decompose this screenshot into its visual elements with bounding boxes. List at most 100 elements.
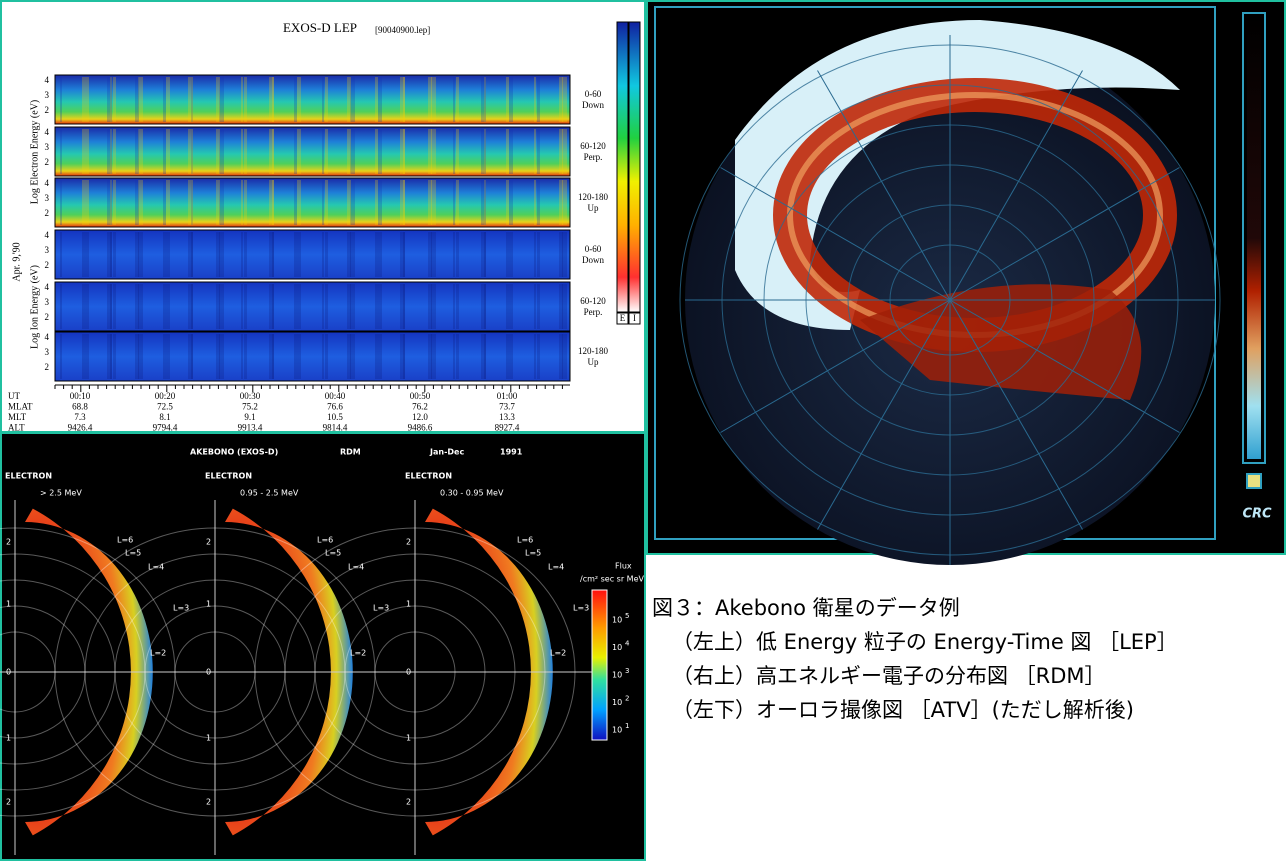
l-shell-label: L=6 (317, 536, 333, 545)
atv-marker (1247, 474, 1261, 488)
spectrogram-streak (481, 232, 486, 277)
spectrogram-streak (85, 180, 89, 225)
spectrogram-streak (322, 77, 324, 122)
row-label: MLAT (8, 402, 33, 412)
spectrogram-streak (537, 334, 540, 379)
row-value: 00:50 (410, 391, 431, 401)
spectrogram-streak (506, 180, 509, 225)
electron-axis-label: Log Electron Energy (eV) (29, 100, 40, 205)
energy-tick-label: 2 (45, 157, 50, 167)
spectrogram-streak (85, 232, 89, 277)
spectrogram-streak (107, 77, 112, 122)
spectrogram-streak (325, 77, 328, 122)
spectrogram-streak (163, 129, 166, 174)
spectrogram-streak (163, 77, 166, 122)
spectrogram-streak (428, 334, 432, 379)
spectrogram-streak (107, 129, 112, 174)
spectrogram-streak (244, 284, 247, 329)
flux-label-base: 10 (612, 698, 622, 707)
spectrogram-streak (297, 129, 301, 174)
spectrogram-streak (559, 284, 563, 329)
rdm-header: AKEBONO (EXOS-D) (190, 448, 278, 457)
spectrogram-streak (534, 129, 536, 174)
spectrogram-streak (297, 232, 301, 277)
spectrogram-streak (428, 180, 432, 225)
spectrogram-streak (82, 77, 85, 122)
row-value: 8927.4 (495, 423, 520, 433)
spectrogram-streak (428, 77, 432, 122)
energy-tick-label: 4 (45, 75, 50, 85)
spectrogram-streak (216, 334, 220, 379)
spectrogram-streak (537, 284, 540, 329)
spectrogram-streak (107, 284, 112, 329)
colorbar-label: E (620, 313, 626, 323)
colorbar (629, 22, 640, 312)
y-label: 2 (206, 538, 211, 547)
spectrogram-streak (107, 180, 112, 225)
spectrogram-streak (244, 180, 247, 225)
spectrogram-streak (506, 232, 509, 277)
spectrogram-streak (135, 284, 139, 329)
spectrogram-streak (537, 180, 540, 225)
channel-label: Perp. (584, 307, 603, 317)
row-value: 13.3 (499, 412, 515, 422)
flux-label-exp: 5 (625, 612, 629, 620)
spectrogram-streak (241, 334, 243, 379)
spectrogram-streak (60, 180, 62, 225)
row-value: 00:10 (70, 391, 91, 401)
l-shell-label: L=5 (125, 549, 141, 558)
row-value: 73.7 (499, 402, 515, 412)
caption-line: （左下）オーロラ撮像図 ［ATV］(ただし解析後) (672, 698, 1134, 722)
flux-label-base: 10 (612, 726, 622, 735)
spectrogram-streak (297, 77, 301, 122)
spectrogram-streak (113, 284, 116, 329)
atv-colorbar (1247, 17, 1261, 459)
channel-label: Down (582, 100, 604, 110)
spectrogram-streak (347, 180, 351, 225)
channel-label: 60-120 (580, 296, 606, 306)
spectrogram-streak (325, 232, 328, 277)
spectrogram-streak (269, 129, 274, 174)
energy-tick-label: 3 (45, 193, 50, 203)
spectrogram-streak (481, 180, 486, 225)
energy-range: 0.30 - 0.95 MeV (440, 489, 504, 498)
flux-label-base: 10 (612, 643, 622, 652)
spectrogram-streak (82, 284, 85, 329)
spectrogram-streak (534, 77, 536, 122)
spectrogram-streak (537, 77, 540, 122)
spectrogram-streak (241, 232, 243, 277)
spectrogram-streak (506, 334, 509, 379)
energy-tick-label: 4 (45, 332, 50, 342)
spectrogram-streak (60, 129, 62, 174)
energy-tick-label: 2 (45, 208, 50, 218)
channel-label: Down (582, 255, 604, 265)
spectrogram-streak (297, 284, 301, 329)
row-value: 76.2 (412, 402, 428, 412)
spectrogram-streak (188, 334, 193, 379)
spectrogram-streak (82, 180, 85, 225)
channel-label: 120-180 (578, 346, 608, 356)
spectrogram-streak (60, 232, 62, 277)
spectrogram-streak (166, 180, 170, 225)
spectrogram-streak (347, 284, 351, 329)
spectrogram-streak (60, 334, 62, 379)
y-label: 0 (206, 668, 211, 677)
spectrogram-streak (269, 232, 274, 277)
channel-label: Up (588, 203, 599, 213)
spectrogram-streak (135, 180, 139, 225)
channel-label: Perp. (584, 152, 603, 162)
spectrogram-streak (113, 334, 116, 379)
channel-label: 0-60 (585, 244, 602, 254)
colorbar (617, 22, 628, 312)
spectrogram-streak (456, 77, 459, 122)
spectrogram-streak (269, 334, 274, 379)
l-shell-label: L=2 (550, 649, 566, 658)
spectrogram-streak (241, 77, 243, 122)
particle-label: ELECTRON (405, 472, 452, 481)
spectrogram-streak (534, 232, 536, 277)
spectrogram-streak (113, 180, 116, 225)
spectrogram-streak (481, 284, 486, 329)
row-value: 72.5 (157, 402, 173, 412)
energy-tick-label: 2 (45, 105, 50, 115)
row-value: 75.2 (242, 402, 258, 412)
